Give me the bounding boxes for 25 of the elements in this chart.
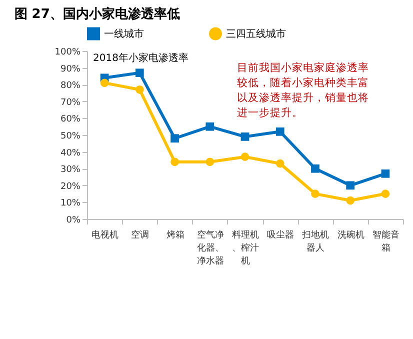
x-tick-label: 洗碗机 [337, 230, 364, 240]
legend-label: 一线城市 [104, 28, 144, 40]
annotation: 2018年小家电渗透率 [93, 52, 188, 64]
y-tick-label: 60% [60, 114, 81, 125]
x-tick-label: 空气净化器、净水器 [196, 230, 224, 266]
y-tick-label: 100% [54, 48, 81, 58]
x-tick-label: 电视机 [92, 230, 119, 240]
y-tick-label: 50% [60, 132, 81, 142]
x-tick-label: 扫地机器人 [301, 230, 330, 254]
y-tick-label: 10% [60, 198, 81, 209]
x-tick-label: 料理机、榨汁机 [232, 230, 259, 266]
y-tick-label: 30% [60, 165, 81, 176]
x-tick-label: 智能音箱 [372, 230, 400, 254]
y-tick-label: 0% [66, 216, 81, 226]
annotation: 目前我国小家电家庭渗透率较低，随着小家电种类丰富以及渗透率提升，销量也将进一步提升。 [237, 61, 369, 119]
y-tick-label: 40% [60, 148, 81, 158]
y-tick-label: 20% [60, 182, 81, 192]
chart-title: 图 27、国内小家电渗透率低 [14, 6, 180, 22]
y-tick-label: 80% [60, 81, 81, 92]
y-tick-label: 70% [60, 98, 81, 108]
legend-label: 三四五线城市 [226, 28, 286, 40]
y-tick-label: 90% [60, 64, 81, 74]
x-tick-label: 空调 [131, 230, 150, 240]
x-tick-label: 烤箱 [166, 230, 184, 240]
x-tick-label: 吸尘器 [267, 230, 294, 240]
